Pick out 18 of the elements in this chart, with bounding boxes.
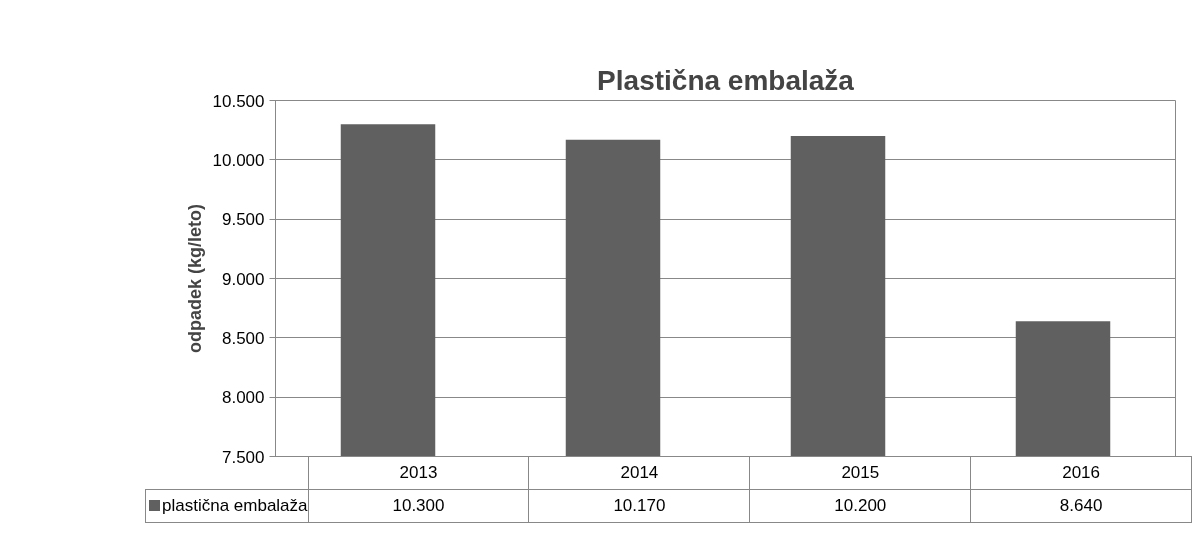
y-tick-label: 10.000 [212, 150, 265, 170]
y-tick-label: 9.500 [221, 210, 265, 230]
data-label: 10.170 [528, 489, 750, 523]
legend-label: plastična embalaža [145, 489, 309, 523]
y-tick-label: 9.000 [221, 269, 265, 289]
x-tick-label: 2014 [528, 456, 750, 490]
data-label: 8.640 [970, 489, 1192, 523]
data-label: 10.300 [308, 489, 529, 523]
x-tick-label: 2013 [308, 456, 529, 490]
chart-title: Plastična embalaža [597, 64, 855, 96]
y-tick-label: 10.500 [212, 91, 265, 111]
data-label: 10.200 [749, 489, 971, 523]
x-tick-label: 2015 [749, 456, 971, 490]
y-tick-label: 7.500 [221, 447, 265, 467]
y-tick-label: 8.000 [221, 388, 265, 408]
y-axis-title: odpadek (kg/leto) [184, 203, 205, 353]
x-tick-label: 2016 [970, 456, 1192, 490]
y-tick-label: 8.500 [221, 328, 265, 348]
